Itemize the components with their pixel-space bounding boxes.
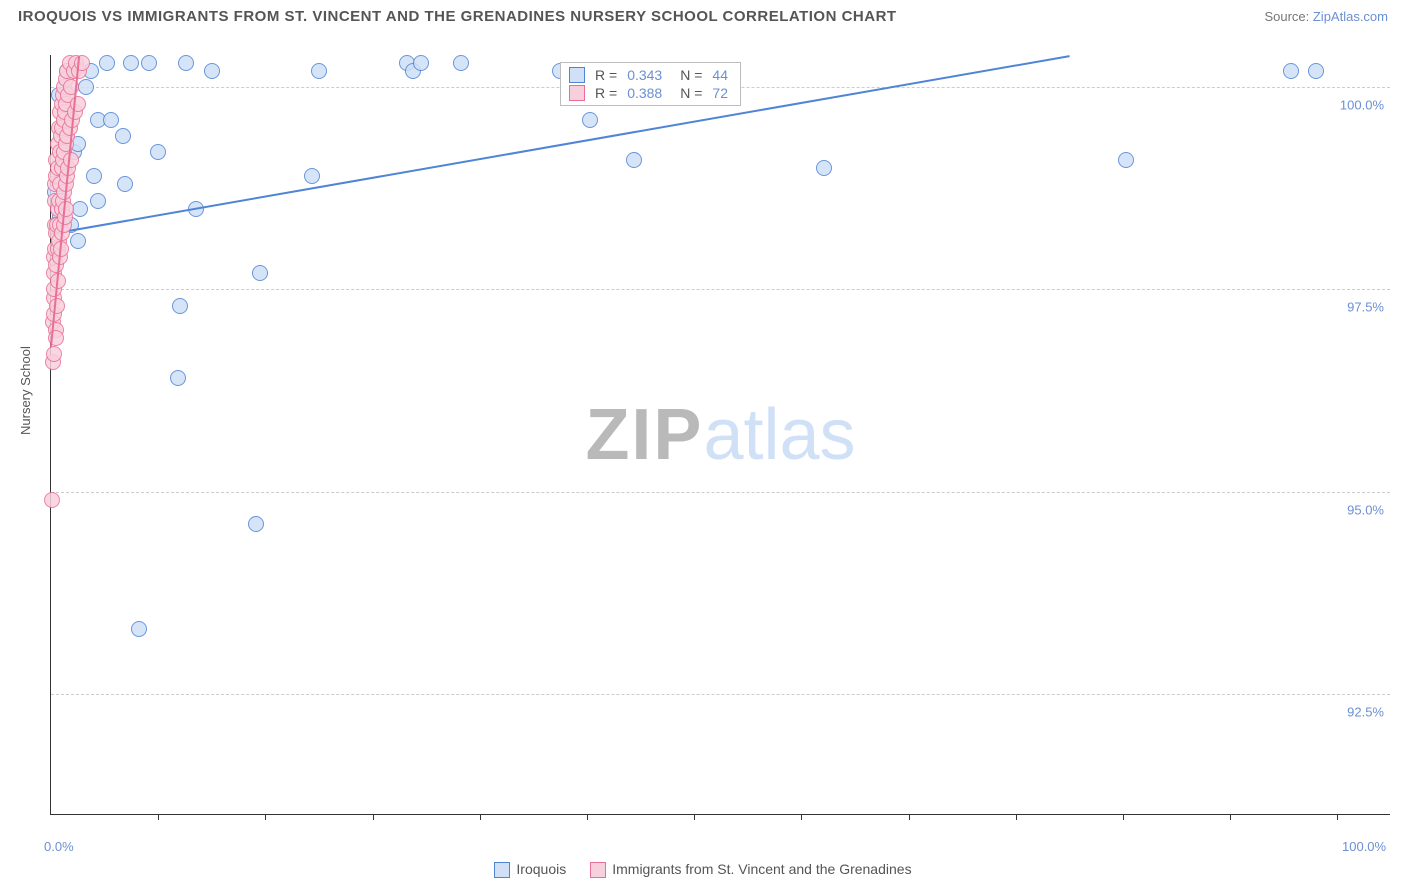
- stats-row: R = 0.388 N = 72: [569, 84, 728, 102]
- gridline: [51, 289, 1390, 290]
- x-axis-legend: Iroquois Immigrants from St. Vincent and…: [0, 861, 1406, 878]
- stats-n-value: 72: [712, 85, 728, 101]
- data-point: [178, 55, 194, 71]
- data-point: [63, 152, 79, 168]
- scatter-plot-area: ZIPatlas 92.5% 95.0% 97.5% 100.0%: [50, 55, 1390, 815]
- y-tick-label: 92.5%: [1347, 704, 1384, 719]
- data-point: [413, 55, 429, 71]
- x-tick-mark: [587, 814, 588, 820]
- gridline: [51, 492, 1390, 493]
- x-tick-mark: [1123, 814, 1124, 820]
- chart-header: IROQUOIS VS IMMIGRANTS FROM ST. VINCENT …: [18, 8, 1388, 25]
- legend-swatch-iroquois: [494, 862, 510, 878]
- x-tick-mark: [801, 814, 802, 820]
- legend-label-immigrants: Immigrants from St. Vincent and the Gren…: [612, 861, 911, 877]
- data-point: [1283, 63, 1299, 79]
- data-point: [72, 201, 88, 217]
- data-point: [117, 176, 133, 192]
- data-point: [99, 55, 115, 71]
- data-point: [115, 128, 131, 144]
- y-tick-label: 97.5%: [1347, 300, 1384, 315]
- data-point: [304, 168, 320, 184]
- data-point: [58, 201, 74, 217]
- x-tick-label: 0.0%: [44, 839, 74, 854]
- data-point: [141, 55, 157, 71]
- correlation-stats-box: R = 0.343 N = 44 R = 0.388 N = 72: [560, 62, 741, 106]
- legend-item-iroquois: Iroquois: [494, 861, 566, 878]
- data-point: [172, 298, 188, 314]
- stats-n-label: N =: [680, 67, 702, 83]
- x-tick-mark: [694, 814, 695, 820]
- y-tick-label: 95.0%: [1347, 502, 1384, 517]
- gridline: [51, 694, 1390, 695]
- x-tick-mark: [1337, 814, 1338, 820]
- stats-r-label: R =: [595, 85, 617, 101]
- legend-item-immigrants: Immigrants from St. Vincent and the Gren…: [590, 861, 911, 878]
- data-point: [252, 265, 268, 281]
- stats-r-value: 0.343: [627, 67, 662, 83]
- chart-title: IROQUOIS VS IMMIGRANTS FROM ST. VINCENT …: [18, 8, 897, 25]
- data-point: [204, 63, 220, 79]
- x-tick-mark: [1230, 814, 1231, 820]
- x-tick-label: 100.0%: [1342, 839, 1386, 854]
- data-point: [49, 298, 65, 314]
- stats-r-label: R =: [595, 67, 617, 83]
- data-point: [103, 112, 119, 128]
- source-credit: Source: ZipAtlas.com: [1264, 9, 1388, 24]
- x-tick-mark: [1016, 814, 1017, 820]
- data-point: [626, 152, 642, 168]
- data-point: [123, 55, 139, 71]
- source-prefix: Source:: [1264, 9, 1312, 24]
- data-point: [248, 516, 264, 532]
- stats-swatch: [569, 85, 585, 101]
- data-point: [70, 233, 86, 249]
- legend-label-iroquois: Iroquois: [516, 861, 566, 877]
- stats-n-value: 44: [712, 67, 728, 83]
- watermark-part2: atlas: [703, 395, 855, 475]
- source-link[interactable]: ZipAtlas.com: [1313, 9, 1388, 24]
- stats-r-value: 0.388: [627, 85, 662, 101]
- x-tick-mark: [480, 814, 481, 820]
- stats-swatch: [569, 67, 585, 83]
- watermark: ZIPatlas: [585, 394, 855, 476]
- data-point: [816, 160, 832, 176]
- data-point: [44, 492, 60, 508]
- legend-swatch-immigrants: [590, 862, 606, 878]
- data-point: [131, 621, 147, 637]
- y-tick-label: 100.0%: [1340, 98, 1384, 113]
- data-point: [170, 370, 186, 386]
- data-point: [582, 112, 598, 128]
- data-point: [150, 144, 166, 160]
- watermark-part1: ZIP: [585, 395, 703, 475]
- x-tick-mark: [373, 814, 374, 820]
- data-point: [1308, 63, 1324, 79]
- data-point: [453, 55, 469, 71]
- data-point: [311, 63, 327, 79]
- data-point: [90, 193, 106, 209]
- data-point: [1118, 152, 1134, 168]
- x-tick-mark: [158, 814, 159, 820]
- stats-row: R = 0.343 N = 44: [569, 66, 728, 84]
- stats-n-label: N =: [680, 85, 702, 101]
- y-axis-label: Nursery School: [18, 346, 33, 435]
- x-tick-mark: [265, 814, 266, 820]
- x-tick-mark: [909, 814, 910, 820]
- data-point: [86, 168, 102, 184]
- data-point: [78, 79, 94, 95]
- data-point: [46, 346, 62, 362]
